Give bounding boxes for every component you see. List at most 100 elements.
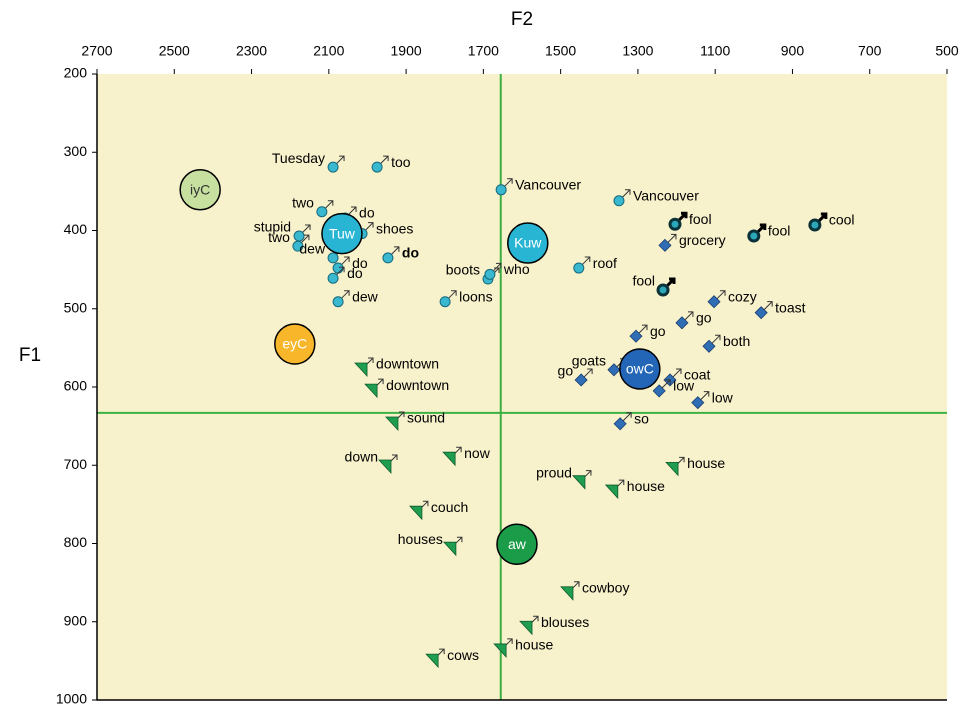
arrow-glyph: [763, 301, 773, 311]
point: [613, 417, 627, 431]
point: [658, 238, 672, 252]
point: [572, 475, 586, 490]
arrow-glyph: [503, 178, 513, 188]
point-label: go: [650, 323, 666, 339]
arrow-glyph-line: [340, 256, 350, 266]
y-tick-label: 700: [64, 456, 88, 472]
arrow-glyph: [661, 379, 671, 389]
point: [371, 161, 383, 173]
mean-point: [619, 348, 661, 390]
plot-area: [97, 74, 947, 700]
y-tick-label: 300: [64, 143, 88, 159]
arrow-glyph: [716, 290, 726, 300]
point: [495, 184, 507, 196]
arrow-glyph-line: [672, 368, 682, 378]
arrow-glyph: [583, 368, 593, 378]
point: [354, 362, 368, 378]
x-tick-label: 2300: [236, 43, 267, 59]
point-label: cozy: [728, 288, 757, 304]
x-axis-title: F2: [511, 9, 533, 30]
point-label: fool: [689, 211, 712, 227]
arrow-glyph: [300, 234, 310, 244]
point: [332, 296, 344, 308]
arrow-glyph-line: [379, 155, 389, 165]
arrow-glyph-line: [335, 266, 345, 276]
point-label: coat: [684, 367, 711, 383]
arrow-glyph-line: [300, 234, 310, 244]
y-tick-label: 400: [64, 221, 88, 237]
point-label: stupid: [254, 219, 291, 235]
point-label: two: [292, 194, 314, 210]
point: [519, 620, 533, 636]
point: [560, 586, 574, 601]
point: [442, 541, 457, 557]
arrow-glyph-line: [364, 222, 374, 231]
arrow-glyph-line: [716, 290, 726, 300]
point-label: go: [558, 363, 574, 379]
point-label: low: [712, 389, 734, 405]
arrow-glyph: [447, 290, 457, 300]
point: [702, 339, 716, 353]
arrow-glyph: [340, 256, 350, 266]
arrow-glyph-line: [324, 200, 334, 210]
arrow-glyph-line: [621, 189, 631, 199]
point-label: both: [723, 333, 750, 349]
mean-label: owC: [626, 361, 654, 377]
point-label: houses: [398, 531, 443, 547]
point-label: dew: [352, 288, 379, 304]
point-label: blouses: [541, 614, 589, 630]
arrow-glyph-line: [447, 290, 457, 300]
point-label: low: [673, 378, 695, 394]
point-label: couch: [431, 499, 468, 515]
point: [808, 218, 822, 232]
point-label: down: [345, 449, 378, 465]
mean-point: [507, 222, 549, 264]
point-label: too: [391, 154, 411, 170]
arrow-glyph-line: [622, 412, 632, 422]
point: [327, 252, 339, 264]
point-label: do: [402, 245, 419, 261]
arrow-glyph-line: [684, 311, 694, 321]
point: [691, 396, 705, 410]
y-tick-label: 800: [64, 534, 88, 550]
x-tick-label: 500: [935, 43, 959, 59]
point: [292, 240, 304, 252]
arrow-glyph: [492, 262, 502, 272]
x-tick-label: 1500: [545, 43, 576, 59]
point-label: grocery: [679, 232, 726, 248]
plot-frame: [96, 74, 947, 701]
point-label: proud: [536, 464, 572, 480]
arrow-glyph-line: [503, 178, 513, 188]
point: [378, 459, 392, 475]
y-tick-label: 1000: [56, 691, 87, 705]
arrow-glyph: [347, 206, 357, 216]
arrow-glyph-line: [700, 391, 710, 401]
x-tick-label: 1300: [622, 43, 653, 59]
x-tick-label: 1700: [468, 43, 499, 59]
point-label: downtown: [386, 377, 449, 393]
point-label: Vancouver: [515, 177, 581, 193]
arrow-glyph: [324, 200, 334, 210]
y-tick-label: 500: [64, 299, 88, 315]
arrow-glyph: [335, 155, 345, 165]
mean-label: aw: [508, 536, 527, 552]
y-tick-label: 600: [64, 378, 88, 394]
point: [382, 252, 394, 264]
point: [607, 363, 621, 377]
arrow-glyph: [364, 222, 374, 231]
arrow-glyph-line: [583, 368, 593, 378]
arrow-glyph: [622, 412, 632, 422]
x-tick-label: 2500: [159, 43, 190, 59]
point-label: loons: [459, 288, 492, 304]
point: [675, 316, 689, 330]
point: [385, 416, 399, 432]
point: [293, 230, 305, 242]
point-label: fool: [632, 273, 655, 289]
arrow-glyph: [340, 290, 350, 300]
x-tick-label: 1900: [391, 43, 422, 59]
point: [656, 283, 670, 297]
point: [332, 262, 344, 274]
point-label: toast: [775, 299, 805, 315]
mean-label: iyC: [190, 182, 210, 198]
y-tick-label: 200: [64, 65, 88, 81]
